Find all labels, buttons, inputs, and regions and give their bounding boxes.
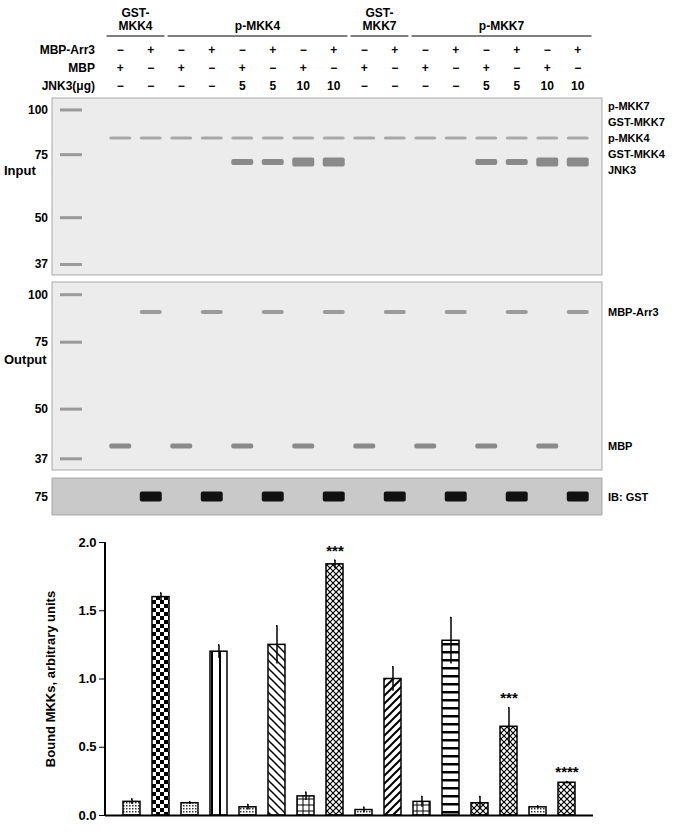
svg-text:−: −	[574, 61, 581, 75]
svg-text:GST-MKK4: GST-MKK4	[608, 148, 666, 160]
svg-text:50: 50	[35, 211, 49, 225]
svg-text:Output: Output	[4, 352, 47, 367]
svg-text:10: 10	[541, 79, 555, 93]
svg-text:+: +	[178, 61, 185, 75]
svg-text:75: 75	[35, 490, 49, 504]
svg-text:p-MKK4: p-MKK4	[608, 132, 650, 144]
svg-text:+: +	[147, 43, 154, 57]
svg-text:+: +	[239, 61, 246, 75]
svg-text:2.0: 2.0	[78, 535, 96, 550]
svg-text:−: −	[208, 61, 215, 75]
svg-text:MBP: MBP	[608, 440, 632, 452]
svg-text:p-MKK4: p-MKK4	[235, 19, 281, 33]
svg-text:10: 10	[571, 79, 585, 93]
svg-text:+: +	[300, 61, 307, 75]
svg-text:75: 75	[35, 335, 49, 349]
svg-text:5: 5	[269, 79, 276, 93]
svg-text:+: +	[574, 43, 581, 57]
svg-text:1.5: 1.5	[78, 603, 96, 618]
svg-text:−: −	[391, 61, 398, 75]
svg-text:−: −	[452, 79, 459, 93]
svg-text:+: +	[544, 61, 551, 75]
svg-text:10: 10	[297, 79, 311, 93]
svg-text:p-MKK7: p-MKK7	[608, 100, 650, 112]
svg-text:−: −	[178, 43, 185, 57]
svg-text:+: +	[483, 61, 490, 75]
svg-text:MKK7: MKK7	[362, 19, 396, 33]
svg-text:−: −	[513, 61, 520, 75]
svg-text:−: −	[208, 79, 215, 93]
svg-text:+: +	[361, 61, 368, 75]
svg-text:***: ***	[500, 689, 518, 706]
svg-text:+: +	[117, 61, 124, 75]
svg-text:0.0: 0.0	[78, 808, 96, 823]
svg-text:MBP-Arr3: MBP-Arr3	[608, 306, 659, 318]
svg-text:−: −	[147, 61, 154, 75]
svg-text:−: −	[391, 79, 398, 93]
svg-text:Input: Input	[4, 163, 36, 178]
svg-text:−: −	[117, 43, 124, 57]
svg-text:75: 75	[35, 148, 49, 162]
svg-text:Bound MKKs, arbitrary units: Bound MKKs, arbitrary units	[43, 591, 58, 767]
svg-text:−: −	[178, 79, 185, 93]
svg-text:−: −	[330, 61, 337, 75]
svg-text:IB: GST: IB: GST	[608, 491, 649, 503]
svg-text:****: ****	[555, 763, 579, 780]
svg-text:50: 50	[35, 402, 49, 416]
svg-text:GST-: GST-	[121, 6, 149, 20]
svg-text:+: +	[513, 43, 520, 57]
svg-text:−: −	[117, 79, 124, 93]
svg-text:−: −	[422, 43, 429, 57]
svg-text:***: ***	[326, 542, 344, 559]
svg-text:−: −	[239, 43, 246, 57]
svg-text:−: −	[361, 43, 368, 57]
svg-text:−: −	[300, 43, 307, 57]
svg-text:37: 37	[35, 257, 49, 271]
svg-text:−: −	[147, 79, 154, 93]
svg-text:GST-MKK7: GST-MKK7	[608, 116, 665, 128]
svg-text:37: 37	[35, 452, 49, 466]
svg-text:−: −	[361, 79, 368, 93]
svg-text:+: +	[269, 43, 276, 57]
svg-text:MBP-Arr3: MBP-Arr3	[40, 43, 96, 57]
svg-text:10: 10	[327, 79, 341, 93]
svg-text:1.0: 1.0	[78, 671, 96, 686]
svg-text:+: +	[391, 43, 398, 57]
svg-text:−: −	[269, 61, 276, 75]
svg-text:JNK3(μg): JNK3(μg)	[42, 79, 95, 93]
svg-text:GST-: GST-	[365, 6, 393, 20]
svg-text:JNK3: JNK3	[608, 164, 636, 176]
svg-text:0.5: 0.5	[78, 739, 96, 754]
svg-text:−: −	[422, 79, 429, 93]
svg-text:−: −	[483, 43, 490, 57]
svg-text:−: −	[452, 61, 459, 75]
svg-text:100: 100	[28, 103, 48, 117]
svg-text:5: 5	[239, 79, 246, 93]
svg-text:+: +	[208, 43, 215, 57]
svg-text:100: 100	[28, 288, 48, 302]
svg-text:MBP: MBP	[68, 61, 95, 75]
svg-text:p-MKK7: p-MKK7	[479, 19, 525, 33]
svg-text:5: 5	[513, 79, 520, 93]
svg-text:MKK4: MKK4	[118, 19, 152, 33]
svg-text:+: +	[422, 61, 429, 75]
svg-text:+: +	[452, 43, 459, 57]
svg-text:−: −	[544, 43, 551, 57]
svg-text:+: +	[330, 43, 337, 57]
svg-text:5: 5	[483, 79, 490, 93]
